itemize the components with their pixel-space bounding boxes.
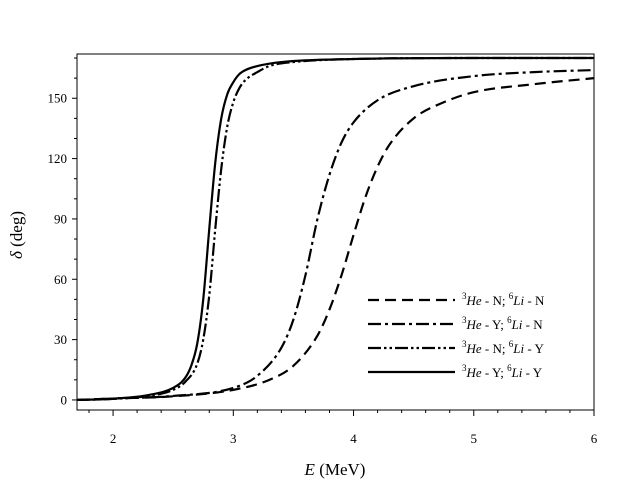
legend-label-2: 3He - Y; 6Li - N — [462, 315, 543, 332]
x-tick-label: 2 — [110, 431, 117, 446]
legend-label-1: 3He - N; 6Li - N — [462, 291, 545, 308]
y-tick-label: 120 — [48, 151, 68, 166]
y-axis-title: δ (deg) — [7, 211, 26, 259]
y-axis-unit: (deg) — [7, 211, 26, 251]
series-line-2 — [76, 68, 595, 402]
y-tick-label: 90 — [54, 211, 67, 226]
x-axis-unit: (MeV) — [315, 460, 366, 479]
x-tick-label: 6 — [591, 431, 598, 446]
x-axis-symbol: E — [304, 460, 316, 479]
legend-label-3: 3He - N; 6Li - Y — [462, 339, 544, 356]
x-tick-label: 3 — [230, 431, 237, 446]
x-tick-label: 4 — [350, 431, 357, 446]
x-axis-title: E (MeV) — [304, 460, 366, 479]
y-tick-label: 30 — [54, 332, 67, 347]
legend-label-4: 3He - Y; 6Li - Y — [462, 363, 543, 380]
series-line-1 — [76, 77, 595, 402]
y-tick-label: 0 — [61, 392, 68, 407]
series-line-4 — [76, 56, 594, 402]
y-axis-symbol: δ — [7, 250, 26, 259]
y-tick-label: 150 — [48, 91, 68, 106]
plot-frame — [76, 53, 595, 411]
legend: 3He - N; 6Li - N 3He - Y; 6Li - N 3He - N;… — [368, 291, 545, 380]
curves-layer — [76, 56, 595, 402]
x-tick-label: 5 — [471, 431, 478, 446]
y-tick-label: 60 — [54, 272, 67, 287]
